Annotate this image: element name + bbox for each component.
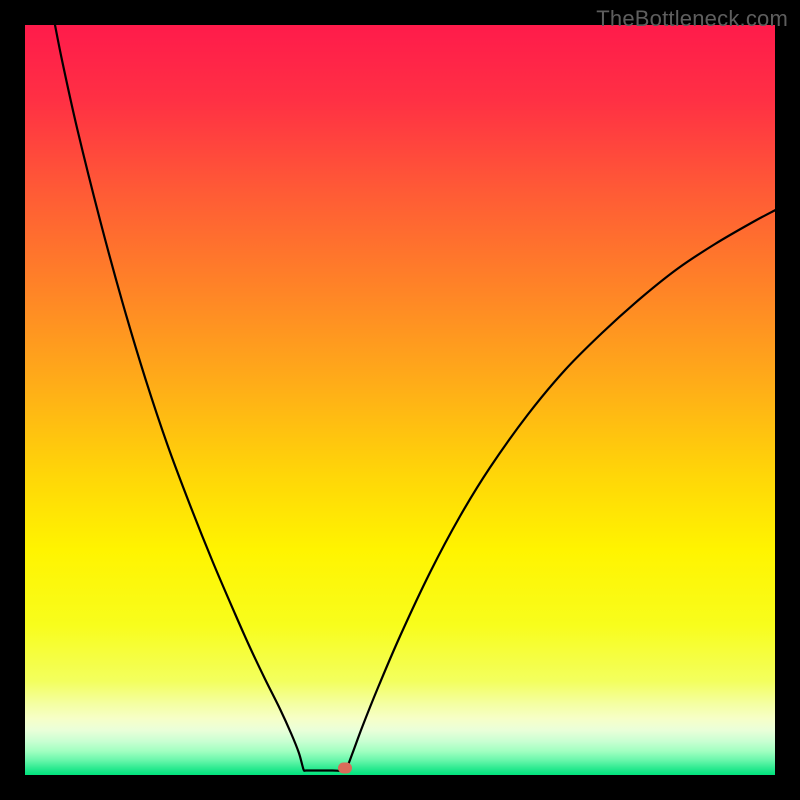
chart-frame: TheBottleneck.com — [0, 0, 800, 800]
watermark-text: TheBottleneck.com — [596, 6, 788, 32]
bottleneck-curve — [0, 0, 800, 800]
optimum-marker — [338, 763, 352, 774]
